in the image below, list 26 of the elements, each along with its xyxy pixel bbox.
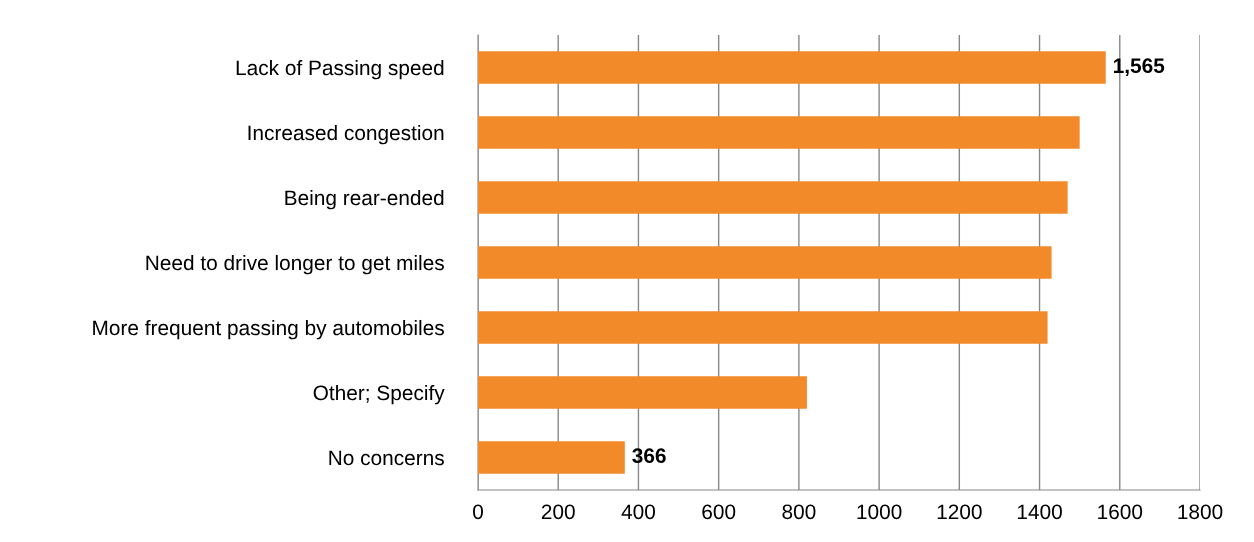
x-tick-label: 0 — [473, 504, 483, 520]
x-tick-label: 200 — [541, 504, 575, 520]
y-tick-label: Lack of Passing speed — [236, 59, 444, 80]
x-tick-label: 1000 — [857, 504, 902, 520]
y-tick-label: Increased congestion — [248, 124, 444, 145]
bar — [478, 376, 807, 409]
bar — [478, 246, 1052, 279]
bar — [478, 311, 1048, 344]
y-tick-label: Need to drive longer to get miles — [146, 254, 444, 275]
bar — [478, 441, 625, 474]
x-tick-label: 800 — [782, 504, 816, 520]
x-tick-label: 600 — [702, 504, 736, 520]
x-tick-label: 1600 — [1098, 504, 1143, 520]
y-tick-label: Other; Specify — [313, 384, 445, 405]
data-label: 1,565 — [1114, 58, 1165, 77]
x-tick-label: 400 — [621, 504, 656, 520]
x-tick-label: 1200 — [937, 504, 982, 520]
data-label: 366 — [632, 448, 666, 464]
bar — [478, 51, 1106, 84]
y-tick-label: No concerns — [329, 450, 444, 466]
x-tick-label: 1400 — [1017, 504, 1062, 520]
y-tick-label: More frequent passing by automobiles — [93, 319, 444, 340]
x-tick-label: 1800 — [1178, 504, 1223, 520]
y-tick-label: Being rear-ended — [285, 189, 444, 210]
bar — [478, 181, 1068, 214]
bar — [478, 116, 1080, 149]
